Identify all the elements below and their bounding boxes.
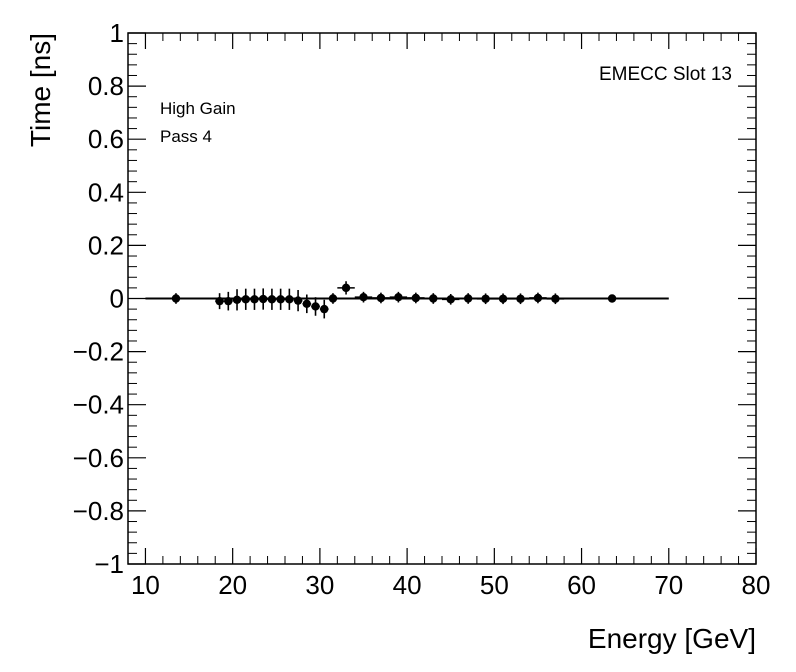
gain-annotation: High Gain (160, 99, 236, 118)
data-point (511, 293, 530, 305)
data-point (241, 288, 251, 310)
data-marker (551, 294, 560, 303)
x-tick-label: 70 (654, 570, 683, 600)
data-marker (215, 296, 224, 306)
data-marker (328, 294, 338, 303)
data-marker (171, 294, 181, 303)
data-marker (241, 295, 250, 304)
x-tick-label: 50 (480, 570, 509, 600)
data-marker (285, 295, 294, 304)
data-point (494, 293, 512, 305)
data-point (328, 293, 338, 304)
data-point (389, 291, 408, 303)
data-marker (302, 299, 312, 309)
x-tick-label: 80 (742, 570, 771, 600)
data-marker (267, 295, 277, 304)
pass-annotation: Pass 4 (160, 127, 212, 146)
y-tick-label: −1 (94, 549, 124, 579)
y-axis-title: Time [ns] (25, 33, 56, 147)
data-point (546, 293, 565, 305)
data-marker (446, 295, 455, 304)
y-tick-label: 0.2 (88, 230, 124, 260)
data-point (442, 293, 460, 305)
data-point (424, 293, 442, 304)
x-tick-label: 40 (393, 570, 422, 600)
data-marker (429, 294, 438, 303)
data-point (171, 293, 181, 304)
data-point (258, 288, 268, 310)
x-tick-label: 10 (131, 570, 160, 600)
y-tick-label: 1 (110, 18, 124, 48)
y-tick-label: −0.2 (73, 337, 124, 367)
data-marker (533, 293, 543, 303)
x-tick-label: 60 (567, 570, 596, 600)
data-marker (498, 294, 508, 303)
data-point (232, 289, 242, 311)
data-marker (276, 295, 285, 304)
data-point (476, 293, 495, 305)
data-point (267, 288, 277, 310)
y-tick-label: 0.8 (88, 71, 124, 101)
data-marker (481, 294, 490, 303)
data-point (276, 288, 285, 310)
data-point (354, 291, 373, 303)
slot-annotation: EMECC Slot 13 (599, 64, 732, 85)
data-marker (232, 295, 242, 305)
x-axis-title: Energy [GeV] (588, 623, 756, 654)
points-layer (171, 281, 617, 319)
data-marker (311, 302, 320, 311)
y-tick-label: 0.4 (88, 177, 124, 207)
data-marker (463, 294, 473, 303)
data-point (607, 294, 617, 303)
data-marker (376, 293, 386, 303)
data-point (311, 297, 320, 316)
data-marker (359, 292, 368, 302)
data-marker (516, 294, 525, 303)
data-marker (320, 304, 329, 314)
data-point (529, 292, 547, 304)
data-marker (394, 292, 403, 302)
y-tick-label: −0.8 (73, 496, 124, 526)
data-point (250, 288, 259, 310)
data-point (337, 281, 355, 295)
data-marker (293, 296, 303, 305)
data-point (372, 292, 390, 304)
y-tick-label: −0.6 (73, 443, 124, 473)
data-point (223, 291, 233, 311)
x-tick-label: 30 (305, 570, 334, 600)
data-point (285, 288, 294, 310)
ticks-layer: 10 20 30 40 50 60 70 80 −1 −0.8 −0.6 −0.4 −0.2 0 0.2 0.… (73, 18, 771, 600)
y-tick-label: −0.4 (73, 390, 124, 420)
data-marker (411, 293, 421, 303)
data-point (215, 293, 224, 310)
data-marker (258, 294, 268, 304)
data-point (293, 290, 303, 312)
data-point (319, 299, 329, 319)
data-point (302, 294, 312, 314)
data-marker (224, 296, 233, 306)
data-marker (250, 295, 259, 304)
data-point (407, 292, 425, 304)
data-point (459, 293, 477, 304)
data-marker (341, 283, 351, 293)
x-tick-label: 20 (218, 570, 247, 600)
y-tick-label: 0 (110, 284, 124, 314)
y-tick-label: 0.6 (88, 124, 124, 154)
data-marker (607, 294, 617, 303)
